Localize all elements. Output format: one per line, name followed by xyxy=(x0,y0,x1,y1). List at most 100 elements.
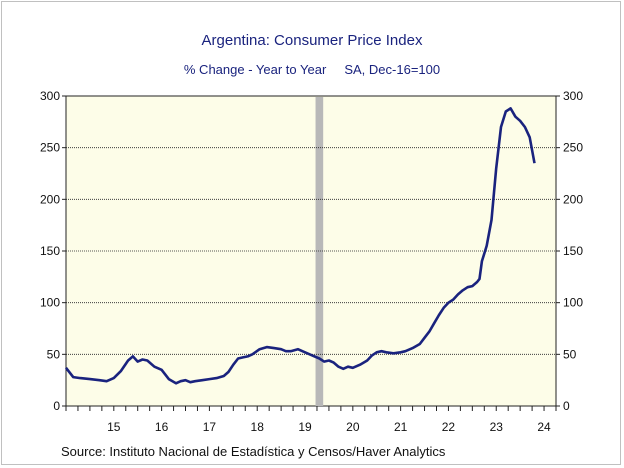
data-point xyxy=(347,366,349,368)
data-point xyxy=(113,377,115,379)
data-point xyxy=(146,360,148,362)
data-point xyxy=(443,307,445,309)
data-point xyxy=(366,360,368,362)
y-tick-label-left: 50 xyxy=(47,347,61,361)
x-tick-label: 19 xyxy=(298,420,312,434)
data-point xyxy=(486,245,488,247)
series-line xyxy=(64,107,536,385)
data-point xyxy=(304,351,306,353)
data-point xyxy=(280,348,282,350)
x-tick-label: 22 xyxy=(442,420,456,434)
y-tick-label-left: 100 xyxy=(40,296,60,310)
data-point xyxy=(201,379,203,381)
data-point xyxy=(352,367,354,369)
data-point xyxy=(189,381,191,383)
x-tick-label: 17 xyxy=(203,420,217,434)
data-point xyxy=(141,359,143,361)
data-point xyxy=(514,116,516,118)
data-point xyxy=(481,260,483,262)
data-point xyxy=(400,351,402,353)
data-point xyxy=(510,107,512,109)
y-tick-label-left: 200 xyxy=(40,192,60,206)
data-point xyxy=(419,343,421,345)
x-tick-label: 24 xyxy=(537,420,551,434)
data-point xyxy=(476,281,478,283)
data-point xyxy=(412,347,414,349)
data-point xyxy=(524,126,526,128)
data-point xyxy=(242,356,244,358)
data-point xyxy=(194,380,196,382)
data-point xyxy=(385,351,387,353)
data-point xyxy=(490,219,492,221)
data-point xyxy=(247,355,249,357)
data-point xyxy=(290,350,292,352)
data-point xyxy=(208,378,210,380)
x-tick-label: 21 xyxy=(394,420,408,434)
data-point xyxy=(359,364,361,366)
data-point xyxy=(127,360,129,362)
data-point xyxy=(500,126,502,128)
data-point xyxy=(533,162,535,164)
data-point xyxy=(273,347,275,349)
data-point xyxy=(120,370,122,372)
data-point xyxy=(285,350,287,352)
data-point xyxy=(433,322,435,324)
data-point xyxy=(505,111,507,113)
data-point xyxy=(529,136,531,138)
data-point xyxy=(153,366,155,368)
x-tick-label: 20 xyxy=(346,420,360,434)
data-point xyxy=(462,289,464,291)
data-point xyxy=(495,167,497,169)
x-tick-label: 15 xyxy=(107,420,121,434)
data-point xyxy=(428,331,430,333)
data-point xyxy=(447,302,449,304)
data-point xyxy=(132,355,134,357)
data-point xyxy=(457,293,459,295)
data-point xyxy=(65,367,67,369)
y-tick-label-right: 150 xyxy=(563,244,583,258)
data-point xyxy=(381,350,383,352)
data-point xyxy=(185,379,187,381)
data-point xyxy=(424,337,426,339)
data-point xyxy=(98,379,100,381)
subtitle-right: SA, Dec-16=100 xyxy=(344,62,441,77)
data-point xyxy=(318,357,320,359)
data-point xyxy=(161,369,163,371)
source-note: Source: Instituto Nacional de Estadístic… xyxy=(61,444,446,459)
data-point xyxy=(452,299,454,301)
y-tick-label-right: 0 xyxy=(563,399,570,413)
data-point xyxy=(180,380,182,382)
data-point xyxy=(237,357,239,359)
y-tick-label-right: 50 xyxy=(563,347,577,361)
y-tick-label-right: 200 xyxy=(563,192,583,206)
y-tick-label-right: 250 xyxy=(563,141,583,155)
chart-title: Argentina: Consumer Price Index xyxy=(201,32,423,49)
data-point xyxy=(137,361,139,363)
data-point xyxy=(106,380,108,382)
y-tick-label-right: 300 xyxy=(563,89,583,103)
x-tick-label: 23 xyxy=(490,420,504,434)
data-point xyxy=(259,348,261,350)
data-point xyxy=(228,371,230,373)
data-point xyxy=(232,364,234,366)
data-point xyxy=(266,346,268,348)
data-point xyxy=(175,382,177,384)
data-point xyxy=(404,350,406,352)
y-tick-label-left: 0 xyxy=(53,399,60,413)
x-tick-label: 16 xyxy=(155,420,169,434)
y-tick-label-left: 250 xyxy=(40,141,60,155)
data-point xyxy=(251,353,253,355)
chart-subtitle: % Change - Year to Year SA, Dec-16=100 xyxy=(0,62,624,77)
data-point xyxy=(297,348,299,350)
y-tick-label-right: 100 xyxy=(563,296,583,310)
data-point xyxy=(223,375,225,377)
data-point xyxy=(376,351,378,353)
recession-band xyxy=(315,97,324,406)
data-point xyxy=(392,352,394,354)
data-point xyxy=(72,376,74,378)
data-point xyxy=(79,377,81,379)
data-point xyxy=(328,360,330,362)
data-point xyxy=(337,366,339,368)
y-tick-label-left: 150 xyxy=(40,244,60,258)
